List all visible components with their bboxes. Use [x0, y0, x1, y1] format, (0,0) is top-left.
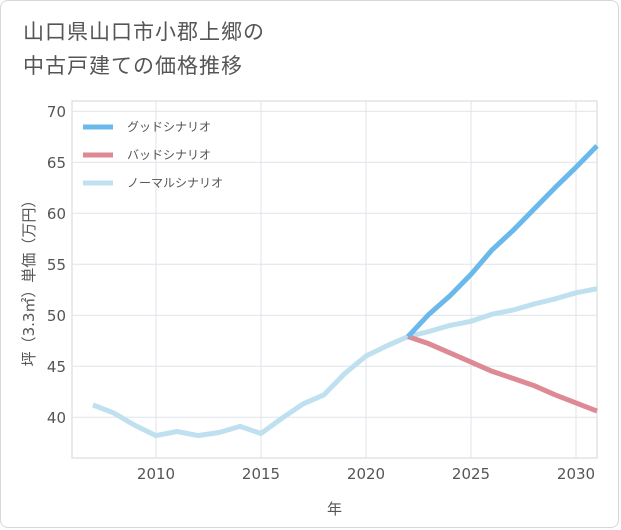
- x-axis-label: 年: [327, 500, 342, 518]
- y-tick-label: 50: [47, 307, 66, 325]
- x-tick-label: 2020: [347, 465, 385, 483]
- y-tick-label: 40: [47, 409, 66, 427]
- legend-label: ノーマルシナリオ: [127, 176, 223, 190]
- x-tick-label: 2015: [242, 465, 280, 483]
- legend-label: バッドシナリオ: [127, 148, 211, 162]
- y-tick-labels: 40 45 50 55 60 65 70: [47, 103, 66, 427]
- y-tick-label: 65: [47, 154, 66, 172]
- y-tick-label: 55: [47, 256, 66, 274]
- x-tick-label: 2010: [137, 465, 175, 483]
- x-tick-label: 2025: [452, 465, 490, 483]
- series-line-1: [407, 334, 598, 414]
- series-lines: [92, 144, 599, 439]
- y-tick-label: 70: [47, 103, 66, 121]
- y-tick-label: 60: [47, 205, 66, 223]
- y-axis-label: 坪（3.3㎡）単価（万円）: [20, 193, 38, 367]
- legend-label: グッドシナリオ: [127, 120, 211, 134]
- chart-title: 山口県山口市小郡上郷の 中古戸建ての価格推移: [23, 20, 265, 78]
- grid-lines: [72, 101, 597, 458]
- plot-area: [71, 100, 598, 459]
- x-tick-label: 2030: [557, 465, 595, 483]
- x-tick-labels: 2010 2015 2020 2025 2030: [137, 465, 595, 483]
- y-tick-label: 45: [47, 358, 66, 376]
- series-line-2: [92, 286, 598, 439]
- series-line-0: [406, 144, 599, 339]
